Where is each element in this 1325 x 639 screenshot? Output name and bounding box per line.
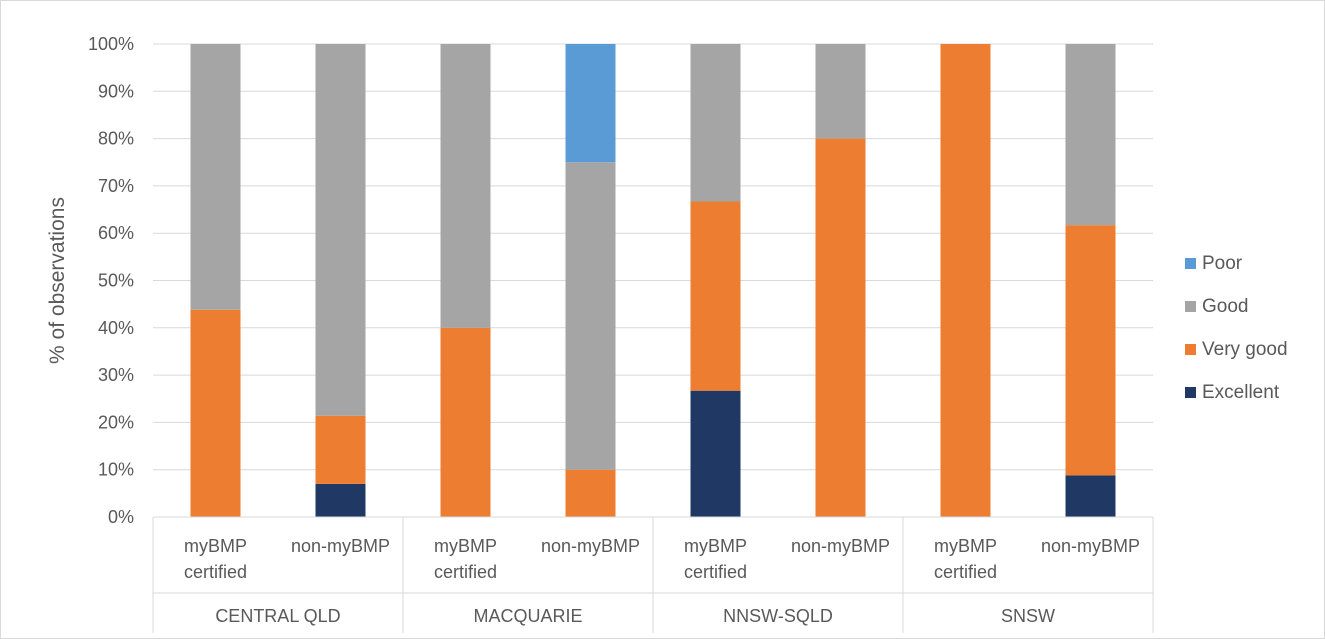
y-tick-label: 100% — [88, 34, 134, 54]
y-tick-label: 90% — [98, 81, 134, 101]
legend-label: Excellent — [1202, 382, 1280, 403]
y-tick-label: 70% — [98, 176, 134, 196]
bar-segment-good — [315, 44, 366, 416]
legend-label: Very good — [1202, 339, 1288, 360]
y-tick-label: 10% — [98, 460, 134, 480]
bar-segment-good — [1065, 44, 1116, 226]
x-group-label: SNSW — [1001, 606, 1055, 626]
bar-segment-good — [565, 162, 616, 470]
y-tick-label: 30% — [98, 365, 134, 385]
bar-segment-very-good — [190, 309, 241, 517]
x-category-label: certified — [684, 562, 747, 582]
bar-segment-poor — [565, 44, 616, 163]
legend-swatch-very-good — [1185, 344, 1196, 355]
bar-segment-excellent — [315, 483, 366, 517]
bar-segment-very-good — [440, 327, 491, 517]
bar-segment-very-good — [1065, 225, 1116, 476]
legend-label: Good — [1202, 296, 1248, 317]
bar-segment-very-good — [690, 201, 741, 391]
bar-segment-very-good — [315, 415, 366, 484]
legend-swatch-poor — [1185, 258, 1196, 269]
y-axis-title: % of observations — [46, 197, 69, 364]
bar-segment-excellent — [690, 390, 741, 517]
x-category-label: non-myBMP — [541, 536, 640, 556]
legend-swatch-excellent — [1185, 387, 1196, 398]
x-group-label: NNSW-SQLD — [723, 606, 833, 626]
x-category-label: myBMP — [434, 536, 497, 556]
x-category-label: certified — [184, 562, 247, 582]
bar-segment-very-good — [815, 138, 866, 517]
x-category-label: myBMP — [934, 536, 997, 556]
bar-segment-very-good — [940, 44, 991, 517]
y-tick-label: 40% — [98, 318, 134, 338]
x-category-label: non-myBMP — [291, 536, 390, 556]
y-tick-label: 20% — [98, 412, 134, 432]
legend-swatch-good — [1185, 301, 1196, 312]
y-tick-label: 80% — [98, 129, 134, 149]
bar-segment-good — [690, 44, 741, 202]
legend-label: Poor — [1202, 253, 1243, 274]
x-category-label: myBMP — [184, 536, 247, 556]
bar-segment-very-good — [565, 469, 616, 517]
x-category-label: certified — [434, 562, 497, 582]
x-category-label: non-myBMP — [1041, 536, 1140, 556]
y-tick-label: 60% — [98, 223, 134, 243]
y-tick-label: 0% — [108, 507, 134, 527]
x-category-label: myBMP — [684, 536, 747, 556]
x-category-label: certified — [934, 562, 997, 582]
x-group-label: MACQUARIE — [473, 606, 582, 626]
y-tick-label: 50% — [98, 271, 134, 291]
bar-segment-good — [815, 44, 866, 139]
bar-segment-good — [440, 44, 491, 328]
bar-segment-excellent — [1065, 475, 1116, 517]
bar-segment-good — [190, 44, 241, 310]
x-group-label: CENTRAL QLD — [215, 606, 340, 626]
x-category-label: non-myBMP — [791, 536, 890, 556]
